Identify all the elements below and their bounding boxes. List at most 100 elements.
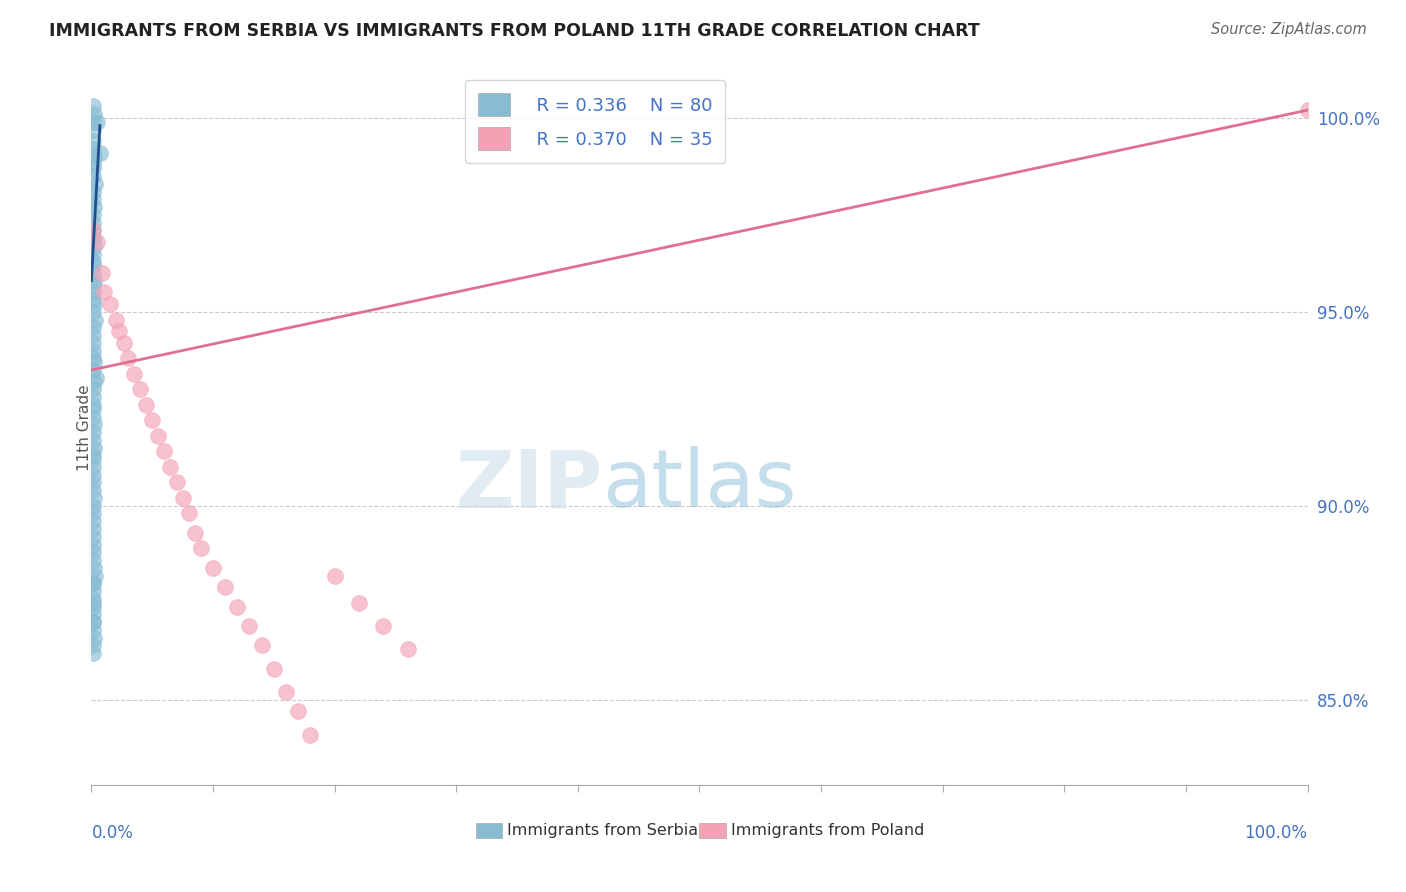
- Point: [84, 370, 107, 384]
- Point: [82, 398, 104, 412]
- Point: [82, 537, 104, 551]
- Point: [84, 312, 107, 326]
- Point: [82, 157, 104, 171]
- Point: [82, 596, 104, 610]
- Text: Immigrants from Poland: Immigrants from Poland: [731, 823, 925, 838]
- Point: [91, 266, 114, 280]
- Point: [82, 328, 104, 343]
- Point: [373, 619, 395, 633]
- Text: Immigrants from Serbia: Immigrants from Serbia: [508, 823, 699, 838]
- Point: [82, 623, 104, 637]
- Point: [82, 134, 104, 148]
- Point: [83, 150, 105, 164]
- Point: [82, 231, 104, 245]
- Point: [214, 580, 236, 594]
- Point: [1296, 103, 1319, 117]
- Point: [82, 216, 104, 230]
- Point: [83, 441, 105, 455]
- Point: [122, 367, 145, 381]
- Point: [82, 599, 104, 614]
- Point: [82, 638, 104, 652]
- Text: ZIP: ZIP: [456, 446, 602, 524]
- Point: [82, 192, 104, 206]
- Text: IMMIGRANTS FROM SERBIA VS IMMIGRANTS FROM POLAND 11TH GRADE CORRELATION CHART: IMMIGRANTS FROM SERBIA VS IMMIGRANTS FRO…: [49, 22, 980, 40]
- Point: [82, 452, 104, 467]
- Point: [159, 459, 181, 474]
- Point: [82, 115, 104, 129]
- Point: [82, 425, 104, 439]
- Point: [82, 258, 104, 272]
- Point: [82, 576, 104, 591]
- Point: [82, 409, 104, 424]
- Point: [82, 277, 104, 292]
- Point: [299, 727, 322, 741]
- Point: [82, 390, 104, 404]
- Point: [82, 475, 104, 490]
- Point: [83, 297, 105, 311]
- Text: Source: ZipAtlas.com: Source: ZipAtlas.com: [1211, 22, 1367, 37]
- Point: [396, 642, 419, 657]
- Point: [82, 507, 104, 521]
- Point: [82, 522, 104, 536]
- Point: [82, 142, 104, 156]
- Point: [82, 576, 104, 591]
- Point: [129, 383, 152, 397]
- Point: [184, 525, 207, 540]
- Point: [82, 169, 104, 183]
- Text: 0.0%: 0.0%: [91, 824, 134, 842]
- Point: [82, 607, 104, 622]
- Point: [83, 631, 105, 645]
- Point: [93, 285, 115, 300]
- Point: [83, 107, 105, 121]
- Y-axis label: 11th Grade: 11th Grade: [77, 384, 91, 472]
- Point: [83, 375, 105, 389]
- Point: [148, 429, 170, 443]
- Point: [153, 444, 176, 458]
- Point: [83, 417, 105, 432]
- Point: [226, 599, 249, 614]
- Point: [166, 475, 188, 490]
- Point: [82, 223, 104, 237]
- Point: [82, 161, 104, 176]
- Point: [82, 545, 104, 559]
- Point: [323, 568, 346, 582]
- Point: [112, 335, 135, 350]
- Point: [82, 363, 104, 377]
- Point: [135, 398, 157, 412]
- Point: [82, 483, 104, 498]
- Point: [82, 499, 104, 513]
- Point: [82, 208, 104, 222]
- Point: [172, 491, 194, 505]
- Point: [82, 530, 104, 544]
- Point: [83, 491, 105, 505]
- Point: [82, 223, 104, 237]
- Point: [263, 662, 285, 676]
- Point: [82, 383, 104, 397]
- Point: [108, 324, 131, 338]
- Point: [84, 568, 107, 582]
- Point: [82, 335, 104, 350]
- Point: [83, 561, 105, 575]
- FancyBboxPatch shape: [699, 822, 727, 838]
- Point: [86, 115, 108, 129]
- Point: [82, 459, 104, 474]
- Point: [89, 145, 111, 160]
- Point: [238, 619, 260, 633]
- Point: [82, 293, 104, 308]
- Point: [82, 99, 104, 113]
- Text: atlas: atlas: [602, 446, 797, 524]
- Point: [82, 514, 104, 528]
- Point: [82, 351, 104, 366]
- Point: [250, 638, 273, 652]
- Point: [82, 254, 104, 268]
- Point: [83, 355, 105, 369]
- Point: [82, 448, 104, 462]
- Point: [82, 433, 104, 447]
- Point: [347, 596, 370, 610]
- Point: [82, 615, 104, 629]
- Point: [82, 401, 104, 416]
- Point: [117, 351, 139, 366]
- Point: [82, 343, 104, 358]
- Point: [82, 285, 104, 300]
- Legend:   R = 0.336    N = 80,   R = 0.370    N = 35: R = 0.336 N = 80, R = 0.370 N = 35: [465, 80, 725, 163]
